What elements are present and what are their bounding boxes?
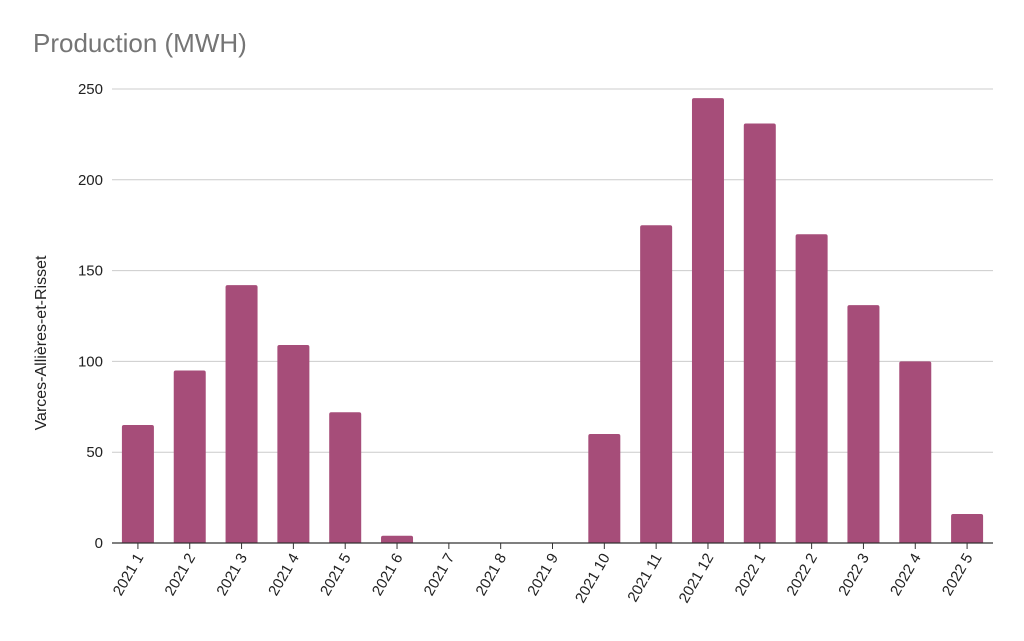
chart-title: Production (MWH) <box>33 28 247 58</box>
x-tick-label: 2021 8 <box>472 551 510 599</box>
bar <box>381 535 414 543</box>
bar <box>588 434 621 543</box>
bar <box>640 225 673 543</box>
x-tick-label: 2022 3 <box>835 551 873 599</box>
gridlines <box>112 88 993 453</box>
bar <box>847 305 880 543</box>
x-tick-label: 2022 5 <box>939 551 977 599</box>
bar <box>225 285 258 543</box>
y-tick-labels: 0 50 100 150 200 250 <box>78 81 103 552</box>
x-tick-label: 2021 5 <box>317 551 355 599</box>
y-tick-label: 200 <box>78 172 103 189</box>
bar <box>277 345 310 543</box>
x-tick-label: 2022 2 <box>783 551 821 599</box>
bar <box>691 98 724 543</box>
x-tick-label: 2021 12 <box>676 551 718 606</box>
bar <box>173 370 206 543</box>
bar <box>121 424 154 543</box>
bars <box>121 98 984 543</box>
y-tick-label: 0 <box>95 535 103 552</box>
bar <box>899 361 932 543</box>
y-tick-label: 150 <box>78 263 103 280</box>
x-tick-label: 2021 2 <box>162 551 200 599</box>
bar <box>743 123 776 543</box>
x-tick-label: 2021 10 <box>572 551 614 606</box>
x-tick-label: 2021 7 <box>421 551 459 599</box>
bar <box>329 412 362 543</box>
x-tick-label: 2022 1 <box>732 551 770 599</box>
x-tick-labels: 2021 1 2021 2 2021 3 2021 4 2021 5 2021 6 2021… <box>110 551 977 606</box>
bar <box>951 513 984 543</box>
x-tick-label: 2021 11 <box>624 551 665 605</box>
x-tick-label: 2021 3 <box>213 551 251 599</box>
x-tick-label: 2021 4 <box>265 551 303 599</box>
bar <box>795 234 828 543</box>
y-axis-title: Varces-Allières-et-Risset <box>33 255 50 430</box>
x-tick-label: 2021 9 <box>524 551 562 599</box>
x-tick-label: 2022 4 <box>887 551 925 599</box>
x-tick-label: 2021 1 <box>110 551 148 599</box>
x-tick-label: 2021 6 <box>369 551 407 599</box>
y-tick-label: 250 <box>78 81 103 98</box>
axes <box>112 542 993 549</box>
y-tick-label: 100 <box>78 353 103 370</box>
y-tick-label: 50 <box>86 444 103 461</box>
